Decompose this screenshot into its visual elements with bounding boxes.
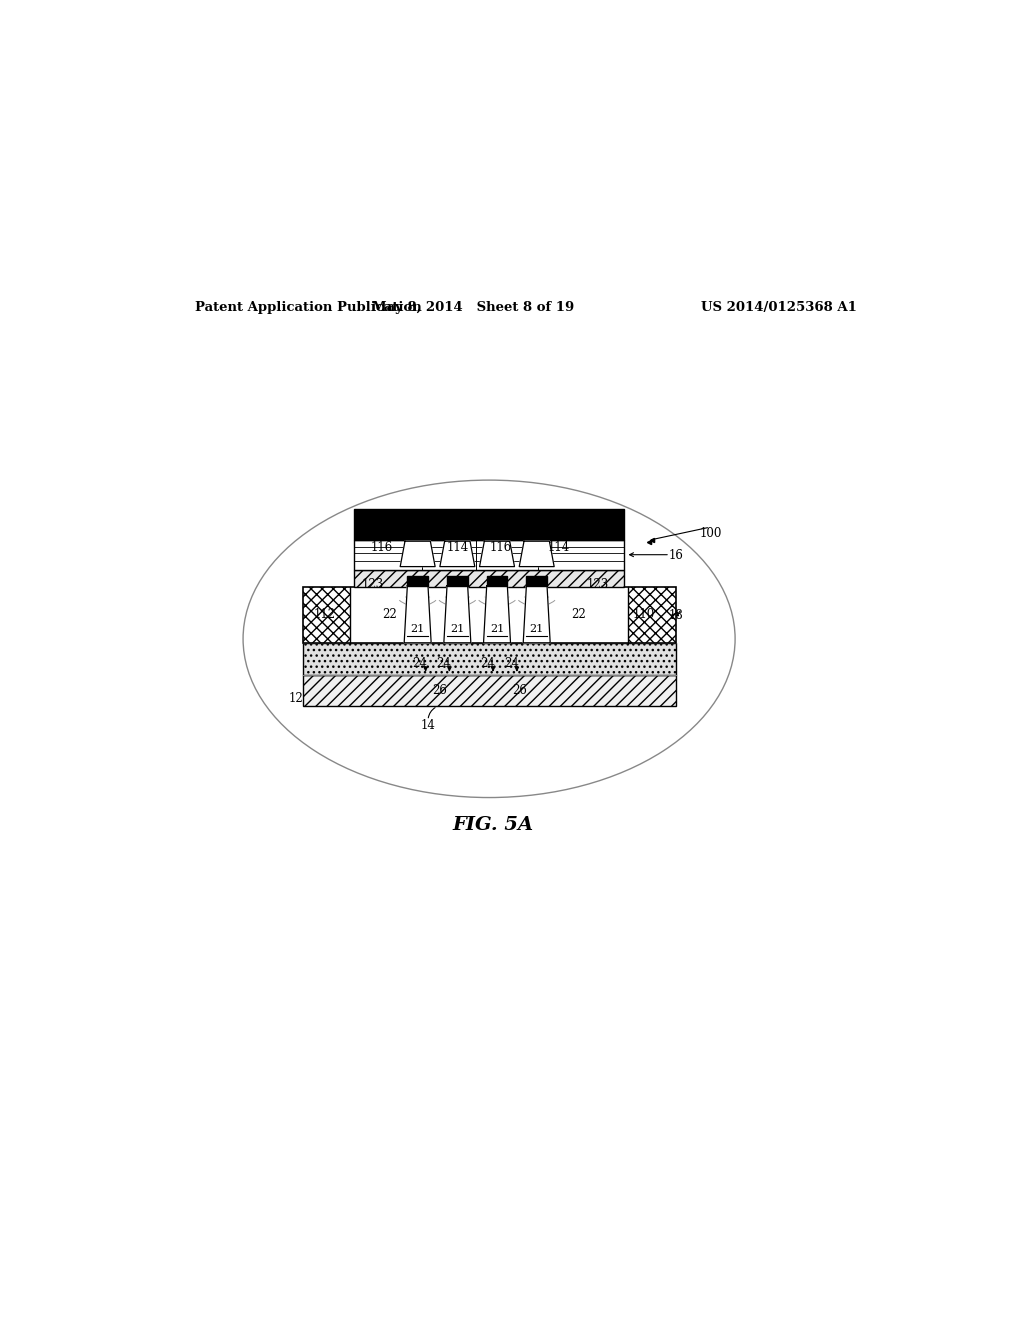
Text: 21: 21	[411, 623, 425, 634]
Text: 112: 112	[313, 607, 336, 620]
Text: 18: 18	[669, 609, 683, 622]
Text: 22: 22	[571, 607, 586, 620]
Text: 26: 26	[432, 684, 447, 697]
Text: 123: 123	[587, 578, 609, 591]
Bar	[303, 643, 676, 675]
Text: 21: 21	[489, 623, 504, 634]
Text: 100: 100	[700, 527, 723, 540]
Bar	[354, 570, 624, 587]
Text: 110: 110	[633, 607, 655, 620]
Text: 26: 26	[512, 684, 526, 697]
Text: 24: 24	[413, 657, 427, 671]
Text: 16: 16	[668, 549, 683, 562]
Bar	[303, 587, 676, 643]
Bar	[354, 540, 624, 570]
Text: 24: 24	[480, 657, 495, 671]
Text: 22: 22	[383, 607, 397, 620]
Text: Patent Application Publication: Patent Application Publication	[196, 301, 422, 314]
Text: FIG. 5A: FIG. 5A	[453, 816, 534, 834]
Bar	[486, 576, 507, 586]
Bar	[303, 587, 350, 643]
Bar	[408, 576, 428, 586]
Text: 21: 21	[529, 623, 544, 634]
Bar	[303, 675, 676, 706]
Text: 116: 116	[489, 541, 512, 554]
Text: 114: 114	[446, 541, 468, 554]
Text: 21: 21	[451, 623, 465, 634]
Text: May 8, 2014   Sheet 8 of 19: May 8, 2014 Sheet 8 of 19	[372, 301, 574, 314]
Text: 24: 24	[436, 657, 452, 671]
Polygon shape	[404, 586, 431, 643]
Text: 123: 123	[361, 578, 384, 591]
Polygon shape	[479, 541, 514, 566]
Bar	[303, 675, 676, 706]
Bar	[447, 576, 468, 586]
Text: 14: 14	[421, 719, 435, 731]
Bar	[354, 510, 624, 540]
Polygon shape	[443, 586, 471, 643]
Text: 24: 24	[504, 657, 519, 671]
Text: 12: 12	[289, 692, 304, 705]
Polygon shape	[440, 541, 475, 566]
Text: 116: 116	[371, 541, 393, 554]
Polygon shape	[483, 586, 511, 643]
Polygon shape	[400, 541, 435, 566]
Bar	[628, 587, 676, 643]
Polygon shape	[523, 586, 550, 643]
Bar	[303, 643, 676, 675]
Text: US 2014/0125368 A1: US 2014/0125368 A1	[700, 301, 857, 314]
Text: 114: 114	[548, 541, 570, 554]
Bar	[526, 576, 547, 586]
Polygon shape	[519, 541, 554, 566]
